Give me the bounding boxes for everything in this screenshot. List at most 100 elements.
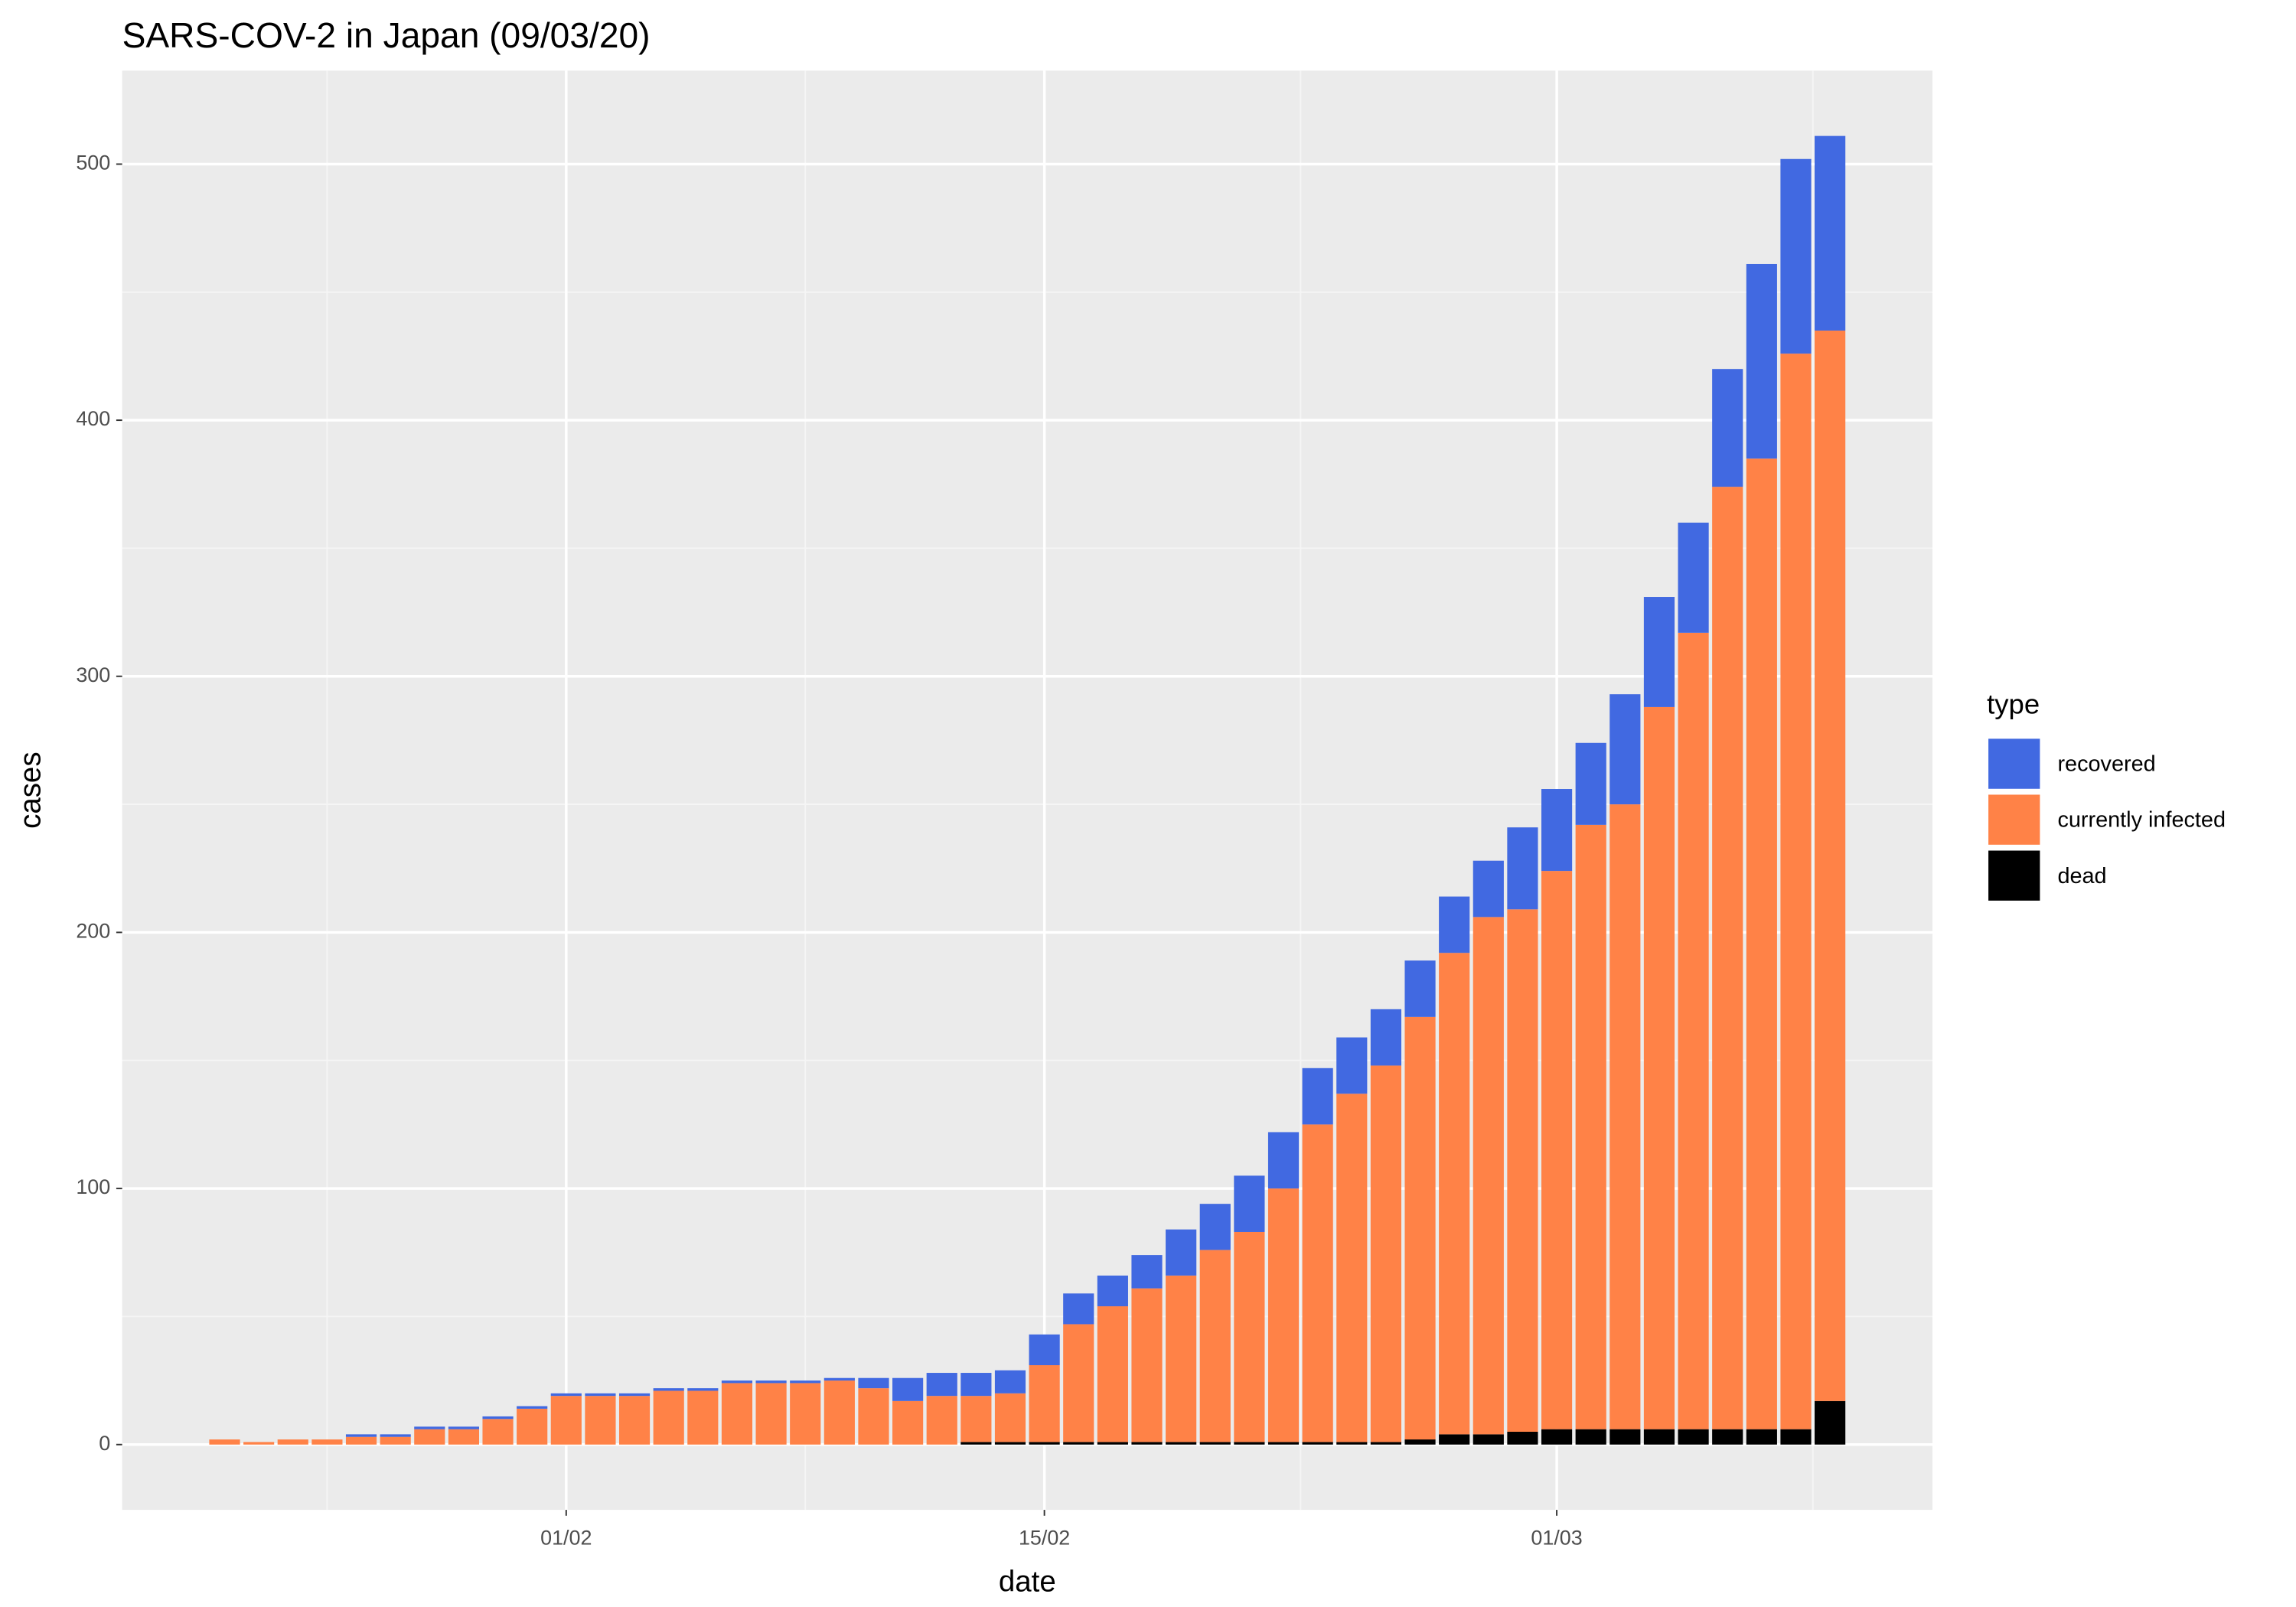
legend-label: dead <box>2057 864 2106 888</box>
bar-segment <box>1815 1400 1846 1445</box>
bar-segment <box>1302 1124 1333 1442</box>
bar-segment <box>1370 1009 1402 1066</box>
bar-segment <box>790 1380 821 1384</box>
bar-segment <box>1643 1429 1675 1445</box>
legend-label: currently infected <box>2057 808 2226 833</box>
bar-segment <box>1746 1429 1777 1445</box>
bar-segment <box>1541 1429 1573 1445</box>
bar-segment <box>1302 1068 1333 1125</box>
bar-segment <box>277 1439 308 1445</box>
bar-segment <box>1166 1275 1197 1442</box>
legend-key <box>1988 850 2040 901</box>
bar-segment <box>311 1439 343 1445</box>
chart-title: SARS-COV-2 in Japan (09/03/20) <box>122 15 651 55</box>
x-tick-label: 01/02 <box>540 1527 592 1550</box>
y-tick-label: 400 <box>76 407 110 430</box>
bar-segment <box>1815 135 1846 331</box>
bar-segment <box>414 1426 445 1429</box>
bar-segment <box>1575 824 1606 1429</box>
bar-segment <box>926 1373 957 1397</box>
bar-segment <box>618 1393 651 1397</box>
bar-segment <box>1507 909 1538 1433</box>
bar-segment <box>1712 1429 1743 1445</box>
bar-segment <box>1507 827 1538 910</box>
bar-segment <box>687 1390 719 1445</box>
bar-segment <box>482 1416 514 1420</box>
bar-segment <box>345 1434 377 1437</box>
bar-segment <box>1199 1250 1231 1442</box>
bar-segment <box>1404 1016 1436 1440</box>
bar-segment <box>1746 458 1777 1429</box>
x-axis-title: date <box>999 1565 1056 1598</box>
bar-segment <box>790 1383 821 1445</box>
bar-segment <box>687 1388 719 1391</box>
bar-segment <box>1473 860 1504 918</box>
bar-segment <box>1575 1429 1606 1445</box>
bar-segment <box>585 1396 616 1445</box>
bar-segment <box>1780 158 1812 354</box>
bar-segment <box>1336 1037 1368 1094</box>
x-tick-label: 01/03 <box>1531 1527 1582 1550</box>
bar-segment <box>1063 1293 1094 1325</box>
bar-segment <box>1678 632 1709 1429</box>
y-tick-label: 500 <box>76 152 110 174</box>
bar-segment <box>721 1383 753 1445</box>
bar-segment <box>960 1396 992 1442</box>
bar-segment <box>380 1436 411 1445</box>
bar-segment <box>1097 1442 1128 1445</box>
bar-segment <box>823 1377 855 1381</box>
bar-segment <box>1029 1334 1060 1365</box>
bar-segment <box>448 1429 479 1445</box>
bar-segment <box>1302 1442 1333 1445</box>
bar-segment <box>1507 1432 1538 1445</box>
bar-segment <box>1267 1188 1300 1442</box>
bar-segment <box>755 1383 787 1445</box>
bar-segment <box>1063 1442 1094 1445</box>
bar-segment <box>585 1393 616 1397</box>
bar-segment <box>1609 694 1641 805</box>
bar-segment <box>1234 1231 1265 1442</box>
bar-segment <box>414 1429 445 1445</box>
y-tick-label: 300 <box>76 663 110 686</box>
bar-segment <box>653 1388 684 1391</box>
legend-key <box>1988 738 2040 789</box>
bar-segment <box>1678 522 1709 633</box>
bar-segment <box>1063 1324 1094 1442</box>
bar-segment <box>1234 1175 1265 1232</box>
bar-segment <box>1131 1255 1163 1289</box>
bar-segment <box>892 1377 924 1401</box>
bar-segment <box>1678 1429 1709 1445</box>
bar-segment <box>1780 354 1812 1429</box>
bar-segment <box>1439 896 1470 953</box>
bar-segment <box>1199 1442 1231 1445</box>
y-tick-label: 0 <box>99 1432 110 1455</box>
bar-segment <box>960 1442 992 1445</box>
bar-segment <box>721 1380 753 1384</box>
bar-segment <box>1097 1275 1128 1307</box>
bar-segment <box>209 1439 240 1445</box>
y-axis-title: cases <box>14 751 47 828</box>
bar-segment <box>1404 960 1436 1017</box>
bar-segment <box>1609 804 1641 1429</box>
bar-segment <box>1267 1132 1300 1189</box>
bar-segment <box>1746 263 1777 459</box>
legend-title: type <box>1987 689 2040 720</box>
bar-segment <box>448 1426 479 1429</box>
bar-segment <box>517 1408 548 1445</box>
bar-segment <box>858 1377 889 1389</box>
bar-segment <box>550 1396 582 1445</box>
bar-segment <box>1029 1442 1060 1445</box>
bar-segment <box>1473 917 1504 1435</box>
bar-segment <box>1643 706 1675 1429</box>
bar-segment <box>1370 1442 1402 1445</box>
bar-segment <box>1336 1442 1368 1445</box>
x-tick-label: 15/02 <box>1019 1527 1070 1550</box>
bar-segment <box>858 1388 889 1445</box>
bar-segment <box>1097 1306 1128 1442</box>
bar-segment <box>1131 1288 1163 1442</box>
bar-segment <box>1336 1094 1368 1442</box>
bar-segment <box>345 1436 377 1445</box>
bar-segment <box>1267 1442 1300 1445</box>
